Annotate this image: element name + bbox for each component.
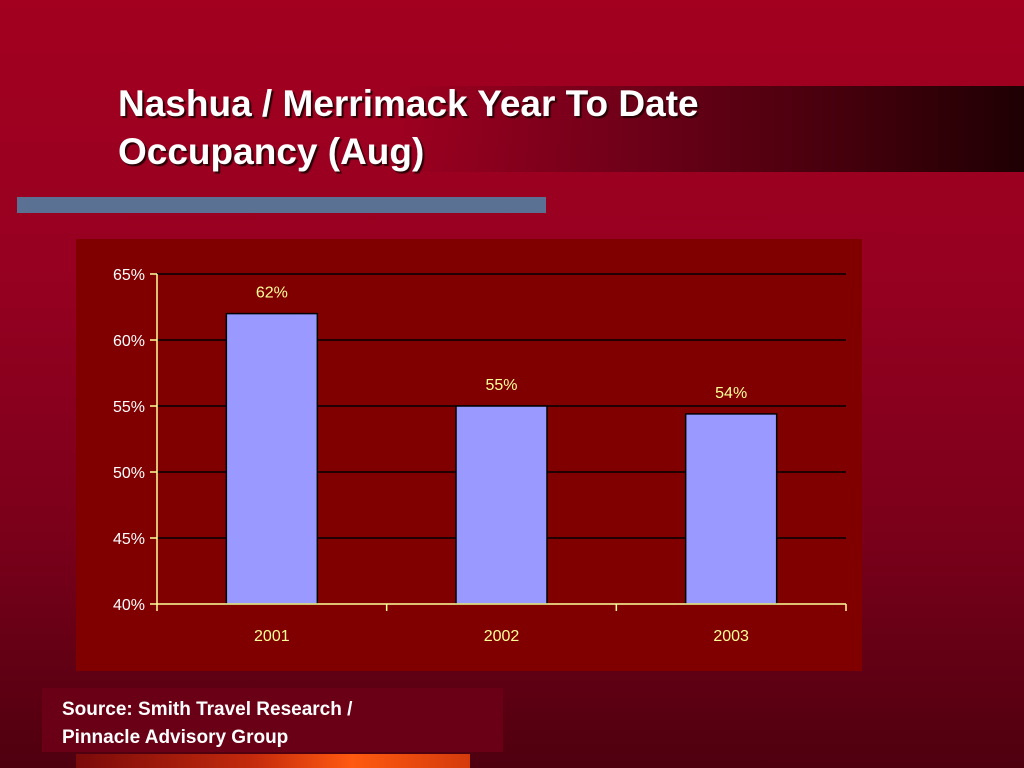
source-box <box>42 688 503 752</box>
axes <box>150 273 847 611</box>
bars <box>225 312 778 605</box>
bar-2001 <box>225 312 319 605</box>
title-background-band <box>400 86 1024 172</box>
source-line-1: Source: Smith Travel Research / <box>62 699 353 720</box>
x-tick-label: 2002 <box>484 628 520 645</box>
y-tick-label: 65% <box>113 267 145 284</box>
chart-panel: 40% 45% 50% 55% 60% 65% 62% 2001 55% 2002 54% 2003 <box>76 239 862 671</box>
data-label: 62% <box>256 285 288 302</box>
source-note: Source: Smith Travel Research / Pinnacle… <box>62 696 502 752</box>
y-tick-label: 45% <box>113 531 145 548</box>
data-label: 55% <box>485 377 517 394</box>
bar-chart: 40% 45% 50% 55% 60% 65% 62% 2001 55% 2002 54% 2003 <box>113 267 847 645</box>
y-tick-label: 40% <box>113 597 145 614</box>
x-tick-label: 2001 <box>254 628 290 645</box>
accent-rule <box>17 197 546 213</box>
y-tick-label: 50% <box>113 465 145 482</box>
source-line-2: Pinnacle Advisory Group <box>62 727 289 748</box>
y-tick-label: 55% <box>113 399 145 416</box>
slide-title-line-1: Nashua / Merrimack Year To Date <box>118 83 699 124</box>
chart-labels: 40% 45% 50% 55% 60% 65% 62% 2001 55% 2002 54% 2003 <box>113 267 749 645</box>
bar-2003 <box>684 413 778 605</box>
y-tick-label: 60% <box>113 333 145 350</box>
x-tick-label: 2003 <box>713 628 749 645</box>
bar-2002 <box>455 405 548 605</box>
bottom-accent-strip <box>76 754 470 768</box>
slide-title: Nashua / Merrimack Year To Date Occupanc… <box>118 80 878 176</box>
data-label: 54% <box>715 385 747 402</box>
slide-title-line-2: Occupancy (Aug) <box>118 131 425 172</box>
